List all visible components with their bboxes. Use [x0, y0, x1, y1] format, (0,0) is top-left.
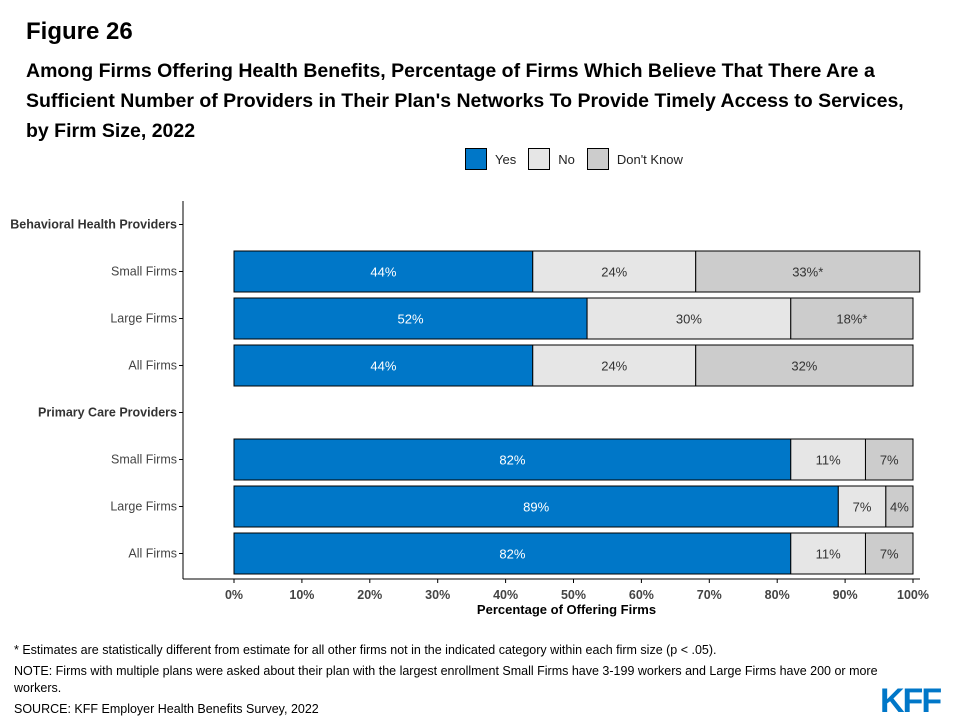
data-label-primary-small-yes: 82%: [499, 453, 525, 468]
legend-swatch-dont-know: [586, 148, 609, 170]
legend-item-dont-know: Don't Know: [586, 148, 683, 170]
data-label-behavioral-large-no: 30%: [676, 312, 702, 327]
y-label-behavioral-large: Large Firms: [110, 312, 177, 326]
chart-legend: Yes No Don't Know: [465, 148, 695, 170]
bar-behavioral-all-dont-know: [695, 344, 914, 387]
data-label-primary-large-yes: 89%: [523, 500, 549, 515]
footnote-significance: * Estimates are statistically different …: [14, 643, 717, 657]
legend-label-dont-know: Don't Know: [616, 151, 683, 167]
data-label-primary-all-dont-know: 7%: [880, 547, 899, 562]
bar-primary-large-yes: [233, 485, 839, 528]
x-tick-label-3: 30%: [425, 588, 450, 602]
data-label-behavioral-all-no: 24%: [601, 359, 627, 374]
data-label-behavioral-small-dont-know: 33%*: [792, 265, 823, 280]
data-label-behavioral-all-yes: 44%: [370, 359, 396, 374]
x-tick-label-2: 20%: [357, 588, 382, 602]
bar-behavioral-large-no: [586, 297, 792, 340]
bar-primary-all-dont-know: [864, 532, 914, 575]
bar-behavioral-small-dont-know: [695, 250, 921, 293]
data-label-primary-large-dont-know: 4%: [890, 500, 909, 515]
x-tick-label-0: 0%: [225, 588, 243, 602]
x-tick-label-4: 40%: [493, 588, 518, 602]
legend-swatch-no: [528, 148, 551, 170]
y-label-primary-small: Small Firms: [111, 453, 177, 467]
x-tick-label-7: 70%: [697, 588, 722, 602]
legend-item-yes: Yes: [465, 148, 516, 170]
y-label-behavioral-small: Small Firms: [111, 265, 177, 279]
data-label-primary-large-no: 7%: [853, 500, 872, 515]
legend-swatch-yes: [465, 148, 487, 170]
legend-label-no: No: [558, 151, 575, 167]
bar-primary-all-no: [790, 532, 866, 575]
y-label-primary-all: All Firms: [128, 547, 177, 561]
x-tick-label-10: 100%: [897, 588, 929, 602]
data-label-primary-all-no: 11%: [816, 547, 841, 562]
figure-label: Figure 26: [26, 18, 133, 45]
footnote-source: SOURCE: KFF Employer Health Benefits Sur…: [14, 702, 319, 716]
x-tick-label-8: 80%: [765, 588, 790, 602]
data-label-behavioral-small-no: 24%: [601, 265, 627, 280]
bar-behavioral-large-dont-know: [790, 297, 914, 340]
bar-primary-large-no: [837, 485, 887, 528]
bar-behavioral-all-no: [532, 344, 697, 387]
data-label-behavioral-small-yes: 44%: [370, 265, 396, 280]
bar-behavioral-small-no: [532, 250, 697, 293]
bar-behavioral-large-yes: [233, 297, 588, 340]
stacked-bar-chart: Behavioral Health Providers Small Firms 44…: [10, 201, 929, 617]
data-label-primary-small-dont-know: 7%: [880, 453, 899, 468]
data-label-behavioral-large-dont-know: 18%*: [836, 312, 867, 327]
y-label-behavioral-header: Behavioral Health Providers: [10, 218, 177, 232]
bar-behavioral-all-yes: [233, 344, 534, 387]
data-label-behavioral-large-yes: 52%: [398, 312, 424, 327]
y-label-primary-large: Large Firms: [110, 500, 177, 514]
x-tick-label-6: 60%: [629, 588, 654, 602]
data-label-primary-small-no: 11%: [816, 453, 841, 468]
y-label-behavioral-all: All Firms: [128, 359, 177, 373]
chart-title: Among Firms Offering Health Benefits, Pe…: [26, 60, 904, 142]
data-label-primary-all-yes: 82%: [499, 547, 525, 562]
data-label-behavioral-all-dont-know: 32%: [791, 359, 817, 374]
x-tick-label-1: 10%: [289, 588, 314, 602]
legend-label-yes: Yes: [495, 151, 517, 167]
bar-behavioral-small-yes: [233, 250, 534, 293]
footnote-note: NOTE: Firms with multiple plans were ask…: [14, 664, 878, 695]
footnotes: * Estimates are statistically different …: [14, 642, 894, 722]
x-tick-label-5: 50%: [561, 588, 586, 602]
x-axis-title: Percentage of Offering Firms: [477, 602, 656, 617]
kff-logo: KFF: [880, 682, 942, 720]
bar-primary-small-dont-know: [864, 438, 914, 481]
y-label-primary-header: Primary Care Providers: [38, 406, 177, 420]
legend-item-no: No: [528, 148, 575, 170]
bar-primary-large-dont-know: [885, 485, 914, 528]
x-tick-label-9: 90%: [833, 588, 858, 602]
